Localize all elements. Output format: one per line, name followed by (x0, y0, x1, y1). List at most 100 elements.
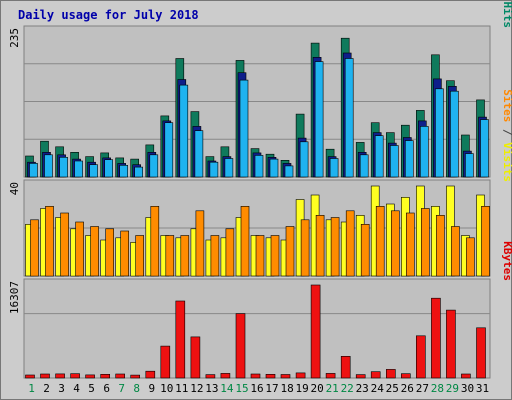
bar-sites-day-13 (210, 235, 220, 277)
bar-kbytes-day-16 (250, 373, 261, 379)
bar-kbytes-day-28 (431, 297, 441, 379)
x-tick-label-day-16: 16 (250, 382, 263, 395)
x-tick-label-day-27: 27 (416, 382, 429, 395)
bar-kbytes-day-20 (310, 284, 321, 379)
bar-sites-day-4 (75, 221, 84, 277)
bar-kbytes-day-24 (370, 371, 381, 379)
bar-sites-day-16 (255, 235, 265, 277)
x-tick-label-day-22: 22 (341, 382, 354, 395)
bar-kbytes-day-12 (190, 336, 201, 379)
x-tick-label-day-3: 3 (58, 382, 65, 395)
x-tick-label-day-8: 8 (133, 382, 140, 395)
bar-kbytes-day-23 (355, 374, 366, 379)
bar-pages-day-23 (359, 154, 369, 178)
x-tick-label-day-17: 17 (265, 382, 278, 395)
panel-background (23, 278, 491, 379)
legend-part: / (501, 0, 512, 2)
panel-legend-label: Pages / Files / Hits (501, 0, 512, 28)
legend-part: / (501, 122, 512, 142)
bar-sites-day-19 (300, 219, 310, 277)
x-tick-label-day-10: 10 (160, 382, 173, 395)
bar-pages-day-8 (134, 166, 143, 178)
bar-sites-day-11 (180, 235, 190, 277)
bar-pages-day-18 (284, 165, 294, 178)
bar-pages-day-31 (480, 119, 489, 178)
bar-sites-day-30 (466, 237, 475, 277)
bar-pages-day-19 (299, 141, 309, 178)
bar-kbytes-day-19 (295, 372, 306, 379)
x-tick-label-day-29: 29 (446, 382, 459, 395)
x-tick-label-day-7: 7 (118, 382, 125, 395)
x-tick-label-day-4: 4 (73, 382, 80, 395)
x-tick-label-day-1: 1 (28, 382, 35, 395)
bar-kbytes-day-10 (160, 345, 171, 379)
bar-pages-day-25 (389, 145, 399, 178)
bar-pages-day-2 (44, 154, 53, 178)
bar-pages-day-20 (314, 61, 324, 178)
bar-sites-day-20 (315, 215, 325, 277)
bar-sites-day-28 (436, 215, 445, 277)
bar-pages-day-10 (164, 122, 174, 178)
legend-part: Hits (501, 2, 512, 29)
panel-max-label: 16307 (8, 281, 21, 314)
bar-pages-day-5 (89, 164, 98, 178)
bar-sites-day-12 (195, 210, 205, 277)
bar-kbytes-day-14 (220, 373, 231, 379)
bar-kbytes-day-29 (446, 309, 456, 379)
x-tick-label-day-12: 12 (190, 382, 203, 395)
x-tick-label-day-20: 20 (310, 382, 323, 395)
bar-pages-day-3 (59, 157, 68, 178)
x-tick-label-day-30: 30 (461, 382, 474, 395)
legend-part: Sites (501, 89, 512, 122)
x-tick-label-day-11: 11 (175, 382, 188, 395)
bar-sites-day-18 (285, 226, 295, 277)
x-tick-label-day-9: 9 (148, 382, 155, 395)
legend-part: Visits (501, 142, 512, 182)
bar-sites-day-10 (165, 235, 175, 277)
x-tick-label-day-5: 5 (88, 382, 95, 395)
bar-kbytes-day-8 (130, 374, 140, 379)
bar-pages-day-17 (269, 158, 279, 178)
bar-sites-day-2 (45, 206, 54, 277)
bar-pages-day-21 (329, 158, 339, 178)
bar-sites-day-25 (390, 210, 400, 277)
bar-pages-day-13 (209, 161, 219, 178)
bar-pages-day-12 (194, 130, 204, 178)
x-tick-label-day-25: 25 (386, 382, 399, 395)
bar-pages-day-11 (179, 84, 189, 178)
bar-kbytes-day-7 (115, 373, 125, 379)
bar-pages-day-14 (224, 158, 234, 178)
bar-pages-day-16 (254, 155, 264, 178)
bar-kbytes-day-4 (70, 373, 80, 379)
panel-sites-visits: 40 Sites / Visits (8, 89, 512, 277)
bar-pages-day-6 (104, 159, 113, 178)
bar-pages-day-1 (29, 163, 38, 178)
bar-pages-day-30 (465, 153, 474, 178)
panel-max-label: 40 (8, 182, 21, 195)
bar-sites-day-29 (451, 226, 460, 277)
bar-kbytes-day-25 (385, 369, 396, 379)
bar-kbytes-day-31 (476, 327, 486, 379)
bar-sites-day-9 (150, 206, 160, 277)
panel-legend-label: Sites / Visits (501, 89, 512, 182)
bar-kbytes-day-13 (205, 374, 216, 379)
bar-pages-day-4 (74, 160, 83, 178)
bar-kbytes-day-22 (340, 355, 351, 379)
bar-sites-day-27 (420, 208, 430, 277)
bar-sites-day-24 (375, 206, 385, 277)
bar-sites-day-5 (90, 226, 99, 277)
panel-kbytes: 16307 KBytes (8, 241, 512, 379)
bar-kbytes-day-21 (325, 373, 336, 379)
bar-sites-day-8 (135, 235, 144, 277)
bar-kbytes-day-2 (40, 373, 50, 379)
bar-kbytes-day-6 (100, 373, 110, 379)
bar-pages-day-29 (450, 90, 459, 178)
bar-pages-day-9 (149, 154, 159, 178)
bar-pages-day-24 (374, 135, 384, 178)
x-tick-label-day-6: 6 (103, 382, 110, 395)
x-tick-label-day-15: 15 (235, 382, 248, 395)
bar-sites-day-6 (105, 228, 114, 277)
x-tick-label-day-2: 2 (43, 382, 50, 395)
bar-pages-day-22 (344, 58, 354, 178)
x-tick-label-day-24: 24 (371, 382, 385, 395)
